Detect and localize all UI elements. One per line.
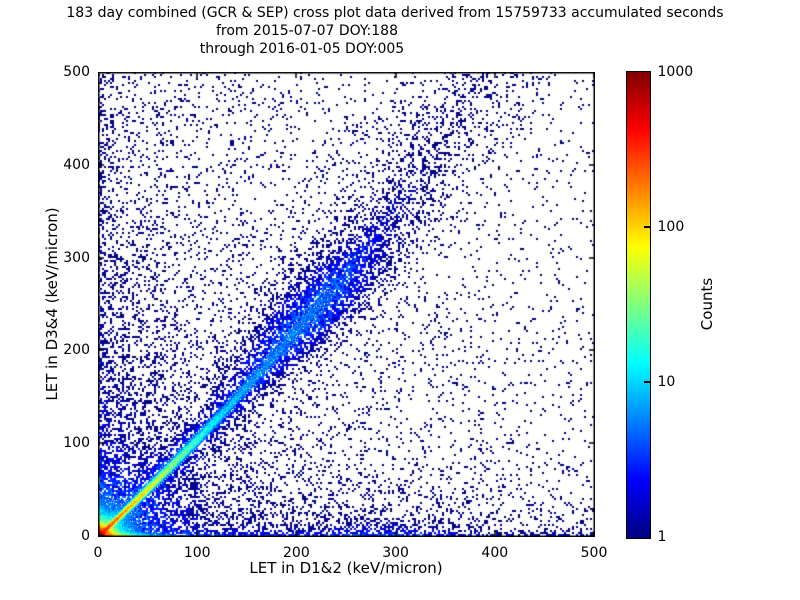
chart-title-line2: from 2015-07-07 DOY:188 [215,23,399,39]
y-tick-label: 500 [63,64,90,80]
x-tick-label: 0 [93,545,103,561]
y-axis-label: LET in D3&4 (keV/micron) [43,207,61,401]
x-tick-label: 200 [283,545,310,561]
colorbar-label: Counts [698,277,716,331]
y-tick-label: 100 [63,435,90,452]
x-tick-label: 300 [382,545,409,561]
y-tick-label: 200 [63,342,90,359]
chart-title-line1: 183 day combined (GCR & SEP) cross plot … [66,5,724,21]
y-tick-label: 0 [81,528,90,544]
y-tick-label: 300 [63,249,90,266]
colorbar-tick-mark [644,226,650,228]
colorbar-tick-label: 100 [657,219,685,235]
colorbar-tick-label: 1 [657,529,667,545]
x-tick-label: 400 [481,545,509,561]
colorbar-tick-mark [644,381,650,383]
y-tick-label: 400 [63,156,90,173]
colorbar-tick-label: 10 [657,374,676,390]
x-axis-label: LET in D1&2 (keV/micron) [249,559,443,577]
chart-title-line3: through 2016-01-05 DOY:005 [199,41,405,57]
colorbar-tick-label: 1000 [657,64,694,80]
colorbar [625,70,651,539]
x-tick-label: 500 [580,545,608,561]
scatter-plot-canvas [98,72,595,537]
x-tick-label: 100 [183,545,211,561]
